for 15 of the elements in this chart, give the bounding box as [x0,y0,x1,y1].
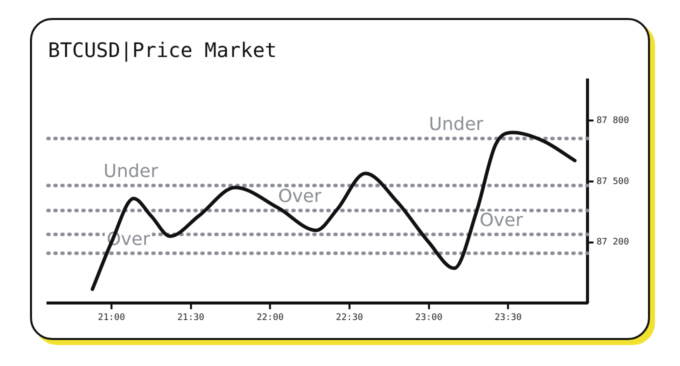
x-tick-label: 21:30 [177,312,204,323]
annotation: Under [428,114,484,136]
annotation: Under [104,161,159,182]
y-tick-label: 87 200 [596,238,630,248]
x-tick-label: 21:00 [98,312,126,323]
x-tick-label: 22:30 [336,312,364,323]
line-series [90,130,577,291]
annotation: Over [480,210,524,232]
annotation: Over [278,186,322,208]
y-tick-label: 87 800 [596,116,630,126]
y-tick-label: 87 500 [596,176,630,187]
x-tick-label: 22:00 [256,312,284,323]
x-tick-label: 23:30 [494,312,522,323]
x-tick-label: 23:00 [415,312,442,323]
chart-title: BTCUSD|Price Market [48,38,277,62]
